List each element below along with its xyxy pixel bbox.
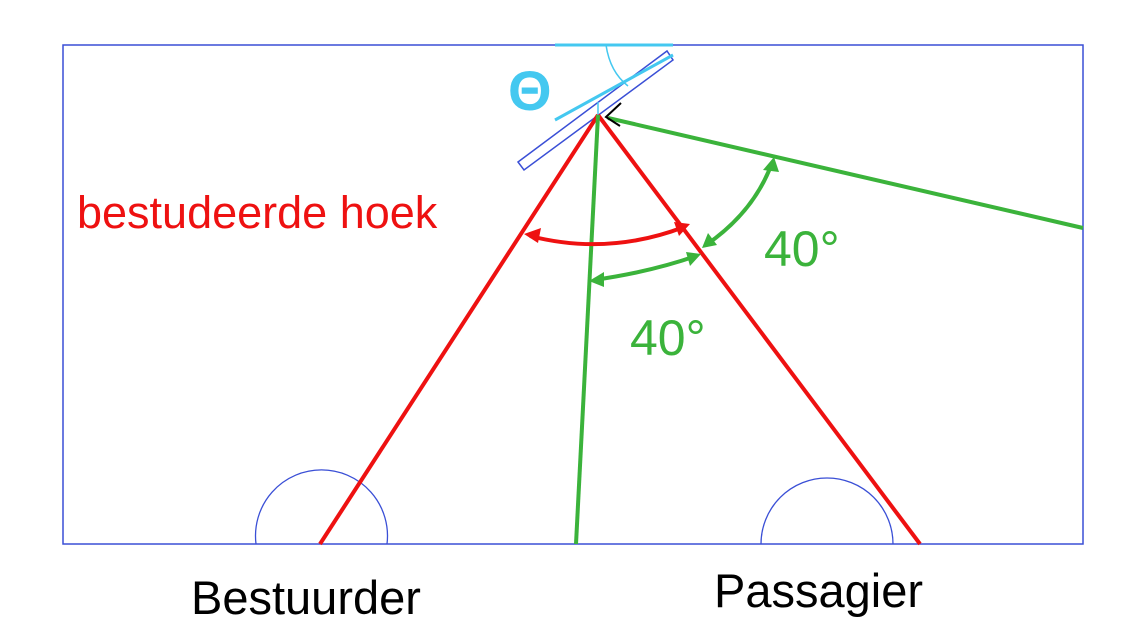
lower-angle-label: 40° — [630, 310, 706, 366]
studied-angle-arrow-left — [524, 228, 541, 243]
lower-angle-arrow-right — [686, 252, 701, 266]
passenger-sight-line — [596, 113, 922, 546]
upper-angle-arc — [704, 162, 774, 247]
driver-sight-line — [318, 113, 600, 546]
upper-angle-arrow-top — [763, 157, 779, 172]
upper-angle-label: 40° — [764, 221, 840, 277]
lower-angle-arc — [593, 254, 697, 282]
upper-angle-arrow-bottom — [702, 233, 717, 248]
green-center-line — [574, 114, 600, 545]
theta-arc — [605, 44, 629, 87]
passenger-label: Passagier — [714, 564, 923, 617]
studied-angle-arrow-right — [674, 222, 690, 236]
lower-angle-arrow-left — [589, 272, 604, 287]
driver-seat-arc — [254, 469, 389, 545]
theta-mirror-line — [554, 53, 674, 122]
theta-label: Θ — [508, 59, 552, 122]
driver-label: Bestuurder — [191, 571, 421, 624]
studied-angle-arc — [529, 225, 685, 247]
mirror — [516, 49, 675, 172]
green-reflected-line — [607, 116, 1084, 230]
studied-angle-label: bestudeerde hoek — [77, 187, 438, 238]
reflection-arrow-head — [604, 102, 622, 127]
passenger-seat-arc — [760, 477, 894, 545]
car-outline — [62, 44, 1084, 545]
